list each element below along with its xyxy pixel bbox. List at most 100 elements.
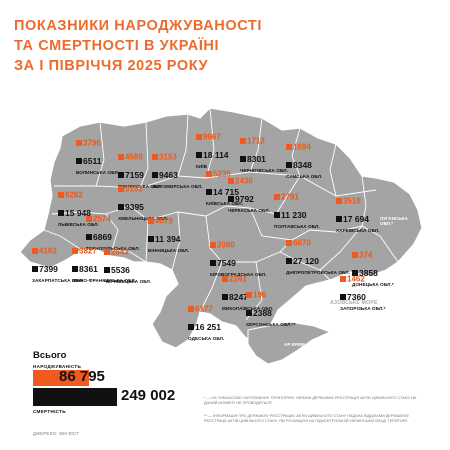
- births-value: 3162: [118, 180, 168, 198]
- region-10: 4079 11 394 ВІННИЦЬКА ОБЛ.: [148, 212, 189, 253]
- births-marker: [286, 143, 292, 150]
- births-marker: [352, 251, 358, 258]
- title-line-2: ТА СМЕРТНОСТІ В УКРАЇНІ: [14, 38, 220, 54]
- region-name: ХЕРСОНСЬКА ОБЛ.**: [246, 322, 296, 327]
- deaths-value: 9395: [118, 198, 168, 216]
- deaths-marker: [196, 151, 202, 158]
- region-9: 2574 6869 ТЕРНОПІЛЬСЬКА ОБЛ.: [86, 210, 140, 251]
- births-number: 3153: [159, 152, 177, 162]
- crimea-shape: [247, 321, 332, 365]
- region-15: 3827 8361 ІВАНО-ФРАНКІВСЬКА ОБЛ.: [72, 242, 136, 283]
- deaths-value: 5536: [104, 261, 151, 279]
- region-20: 2241 8247 МИКОЛАЇВСЬКА ОБЛ.: [222, 270, 273, 311]
- births-marker: [188, 305, 194, 312]
- deaths-value: 8247: [222, 288, 273, 306]
- births-number: 4079: [155, 216, 173, 226]
- deaths-number: 8361: [79, 263, 98, 274]
- deaths-marker: [118, 203, 124, 210]
- deaths-marker: [222, 293, 228, 300]
- region-18: 6670 27 120 ДНІПРОПЕТРОВСЬКА ОБЛ.: [286, 234, 350, 275]
- births-value: 6177: [188, 300, 224, 318]
- region-name: КИЇВ: [196, 164, 208, 169]
- page-title: ПОКАЗНИКИ НАРОДЖУВАНОСТІ ТА СМЕРТНОСТІ В…: [14, 16, 344, 76]
- region-name: ОДЕСЬКА ОБЛ.: [188, 336, 225, 341]
- region-4: 1712 8301 ЧЕРНІГІВСЬКА ОБЛ.: [240, 132, 288, 173]
- deaths-value: 15 948: [58, 204, 99, 222]
- region-name: ЧЕРКАСЬКА ОБЛ.: [228, 208, 271, 213]
- region-name: ЖИТОМИРСЬКА ОБЛ.: [152, 184, 203, 189]
- deaths-number: 6511: [83, 155, 102, 166]
- deaths-value: 7399: [32, 260, 84, 278]
- births-value: 2791: [274, 188, 320, 206]
- deaths-marker: [118, 171, 124, 178]
- births-number: 2643: [111, 247, 129, 257]
- births-marker: [76, 139, 82, 146]
- deaths-value: 7159: [118, 166, 162, 184]
- deaths-value: 9463: [152, 166, 203, 184]
- deaths-value: 2388: [246, 304, 296, 322]
- region-name: СУМСЬКА ОБЛ.: [286, 174, 323, 179]
- births-value: 1712: [240, 132, 288, 150]
- deaths-total-bar: [33, 388, 117, 406]
- deaths-marker: [228, 195, 234, 202]
- deaths-number: 3858: [359, 267, 378, 278]
- births-value: 8282: [58, 186, 99, 204]
- births-marker: [86, 215, 92, 222]
- births-number: 6670: [293, 238, 311, 248]
- deaths-number: 8348: [293, 159, 312, 170]
- births-number: 3162: [125, 184, 143, 194]
- deaths-number: 11 394: [155, 233, 181, 244]
- births-number: 4162: [39, 246, 57, 256]
- deaths-number: 6869: [93, 231, 112, 242]
- births-marker: [206, 170, 212, 177]
- deaths-value: 18 114: [196, 146, 229, 164]
- region-name: ПОЛТАВСЬКА ОБЛ.: [274, 224, 320, 229]
- deaths-number: 7159: [125, 169, 144, 180]
- deaths-marker: [152, 171, 158, 178]
- deaths-marker: [286, 161, 292, 168]
- region-name: ВОЛИНСЬКА ОБЛ.: [76, 170, 120, 175]
- deaths-value: 7360: [340, 288, 386, 306]
- deaths-marker: [148, 235, 154, 242]
- deaths-marker: [86, 233, 92, 240]
- births-marker: [274, 193, 280, 200]
- deaths-marker: [58, 209, 64, 216]
- region-name: КІРОВОГРАДСЬКА ОБЛ.: [210, 272, 267, 277]
- births-number: 1462: [347, 274, 365, 284]
- deaths-marker: [286, 257, 292, 264]
- deaths-value: 8361: [72, 260, 136, 278]
- deaths-number: 18 114: [203, 149, 229, 160]
- births-number: 3827: [79, 246, 97, 256]
- deaths-number: 8247: [229, 291, 248, 302]
- births-marker: [118, 185, 124, 192]
- births-marker: [104, 248, 110, 255]
- region-name: ЛЬВІВСЬКА ОБЛ.: [58, 222, 99, 227]
- births-value: 2643: [104, 243, 151, 261]
- births-total-value: 86 795: [59, 368, 105, 385]
- deaths-marker: [240, 155, 246, 162]
- region-name: ДОНЕЦЬКА ОБЛ.*: [352, 282, 394, 287]
- region-name: ДНІПРОПЕТРОВСЬКА ОБЛ.: [286, 270, 351, 275]
- deaths-number: 9792: [235, 193, 254, 204]
- deaths-number: 9463: [159, 169, 178, 180]
- births-value: 4162: [32, 242, 84, 260]
- births-number: 6177: [195, 304, 213, 314]
- births-marker: [72, 247, 78, 254]
- region-3: 9967 18 114 КИЇВ: [196, 128, 229, 169]
- births-marker: [222, 275, 228, 282]
- births-number: 3518: [343, 196, 361, 206]
- deaths-marker: [336, 215, 342, 222]
- births-number: 2241: [229, 274, 247, 284]
- region-name: ВІННИЦЬКА ОБЛ.: [148, 248, 190, 253]
- deaths-marker: [352, 269, 358, 276]
- births-value: 5236: [206, 165, 243, 183]
- births-number: 1712: [247, 136, 265, 146]
- births-value: 3153: [152, 148, 203, 166]
- region-name: ЧЕРНІГІВСЬКА ОБЛ.: [240, 168, 288, 173]
- region-13: 3518 17 694 ХАРКІВСЬКА ОБЛ.: [336, 192, 379, 233]
- births-number: 1694: [293, 142, 311, 152]
- region-name: МИКОЛАЇВСЬКА ОБЛ.: [222, 306, 274, 311]
- births-value: 2430: [228, 172, 270, 190]
- deaths-marker: [188, 323, 194, 330]
